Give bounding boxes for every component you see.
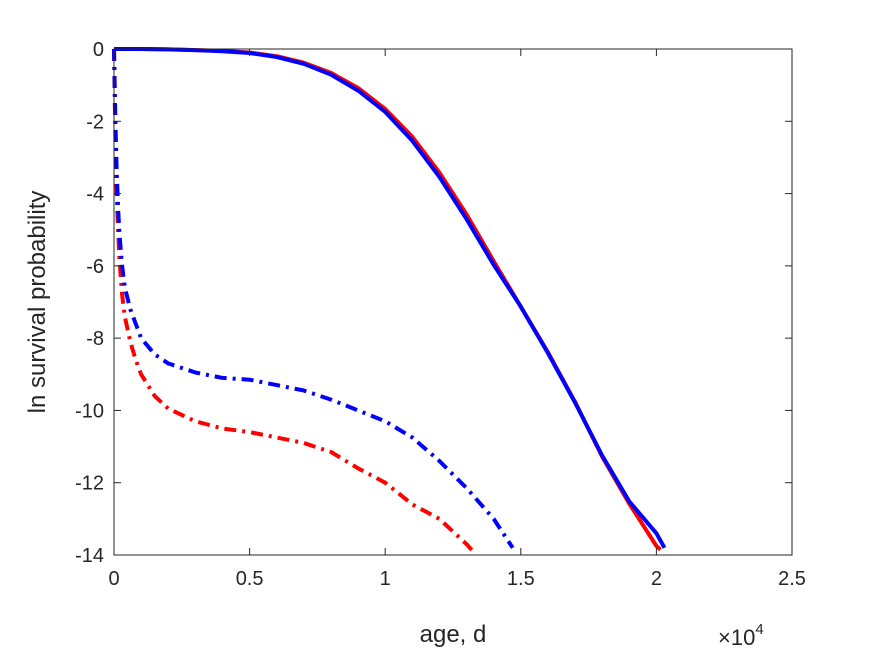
y-tick-label: -14 xyxy=(75,545,104,567)
x-tick-label: 1 xyxy=(380,568,391,590)
series-line-2-solid xyxy=(114,47,667,549)
y-tick-label: -12 xyxy=(75,473,104,495)
series-line-4-dashdot xyxy=(112,48,515,549)
series-layer xyxy=(112,47,667,555)
y-tick-label: -2 xyxy=(86,111,104,133)
y-tick-label: 0 xyxy=(93,39,104,61)
y-axis-label: ln survival probability xyxy=(24,191,51,414)
x-tick-label: 2 xyxy=(651,568,662,590)
x-axis-multiplier: ×104 xyxy=(718,621,764,650)
x-tick-label: 0.5 xyxy=(236,568,264,590)
x-axis-label: age, d xyxy=(420,621,487,648)
axes-box xyxy=(113,48,793,556)
x-tick-label: 1.5 xyxy=(507,568,535,590)
x-tick-label: 2.5 xyxy=(778,568,806,590)
y-tick-label: -10 xyxy=(75,400,104,422)
series-line-3-dashdot xyxy=(112,48,477,555)
y-tick-label: -4 xyxy=(86,184,104,206)
plot-area xyxy=(114,49,792,555)
y-tick-label: -8 xyxy=(86,328,104,350)
x-tick-label: 0 xyxy=(108,568,119,590)
x-axis-multiplier-exponent: 4 xyxy=(755,621,763,638)
y-tick-label: -6 xyxy=(86,256,104,278)
tick-layer: 0 0.5 1 1.5 2 2.5 0 -2 -4 -6 -8 -10 -12 -14 xyxy=(75,39,806,590)
x-axis-multiplier-base: ×10 xyxy=(718,625,755,650)
